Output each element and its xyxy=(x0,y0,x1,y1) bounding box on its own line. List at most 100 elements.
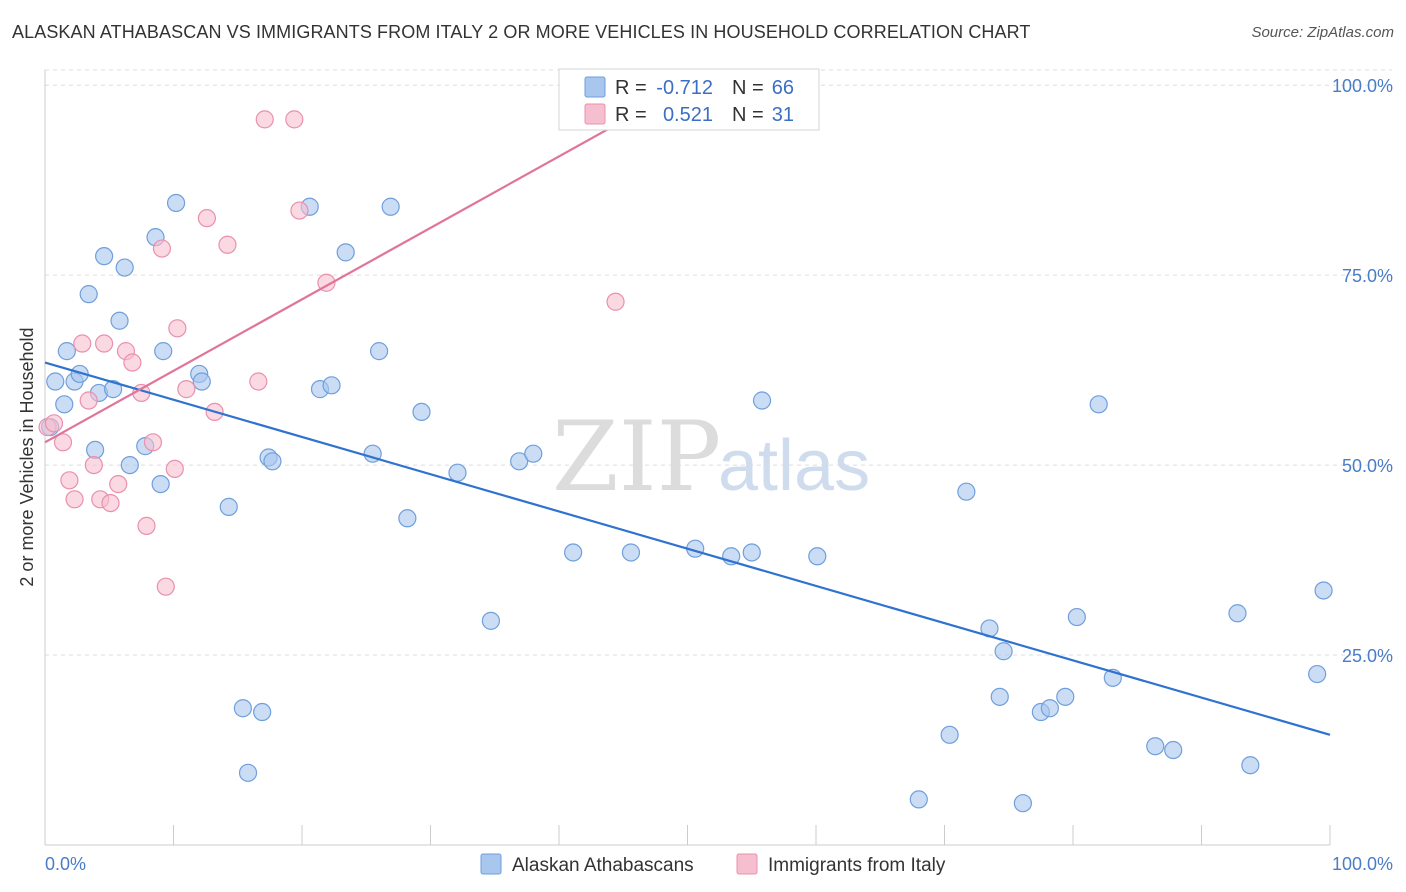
point-athabascan-42 xyxy=(808,547,827,566)
point-athabascan-30 xyxy=(336,243,355,262)
point-athabascan-10 xyxy=(104,380,123,399)
bottom-legend-swatch-italy xyxy=(736,853,758,875)
point-athabascan-41 xyxy=(752,391,772,410)
grid-layer xyxy=(45,69,1392,656)
point-athabascan-3 xyxy=(57,342,76,361)
legend-bottom: Alaskan Athabascans Immigrants from Ital… xyxy=(480,853,946,876)
chart-title: ALASKAN ATHABASCAN VS IMMIGRANTS FROM IT… xyxy=(12,22,1031,42)
point-italy-4 xyxy=(65,490,84,509)
point-athabascan-13 xyxy=(120,455,139,475)
legend-swatch-italy xyxy=(584,103,606,125)
point-athabascan-23 xyxy=(238,763,258,782)
point-athabascan-35 xyxy=(412,402,431,422)
points-layer xyxy=(38,110,1333,813)
point-italy-25 xyxy=(249,372,268,391)
point-athabascan-45 xyxy=(957,482,976,501)
point-athabascan-9 xyxy=(95,247,114,266)
point-athabascan-21 xyxy=(219,497,238,516)
point-italy-27 xyxy=(285,110,304,129)
point-italy-24 xyxy=(218,235,237,254)
point-athabascan-48 xyxy=(994,642,1013,661)
point-italy-21 xyxy=(177,380,196,399)
point-athabascan-17 xyxy=(154,342,173,361)
point-athabascan-58 xyxy=(1228,604,1247,623)
point-italy-7 xyxy=(84,455,103,475)
point-athabascan-59 xyxy=(1241,756,1260,775)
legend-top: R = -0.712 N = 66 R = 0.521 N = 31 xyxy=(558,68,820,131)
point-athabascan-11 xyxy=(110,311,129,330)
point-italy-10 xyxy=(101,493,120,513)
point-italy-11 xyxy=(109,474,128,494)
point-italy-20 xyxy=(168,319,187,338)
point-athabascan-2 xyxy=(55,395,74,414)
point-italy-19 xyxy=(165,459,184,478)
x-tick-label-0: 0.0% xyxy=(45,854,86,874)
point-italy-3 xyxy=(60,471,79,490)
bottom-legend-label-italy: Immigrants from Italy xyxy=(768,855,946,876)
point-athabascan-16 xyxy=(151,474,170,494)
legend-n-value-1: 66 xyxy=(772,77,794,99)
point-athabascan-1 xyxy=(46,372,65,391)
y-axis-title: 2 or more Vehicles in Household xyxy=(17,327,37,586)
trend-line-italy xyxy=(44,80,695,444)
legend-swatch-athabascans xyxy=(584,76,606,98)
point-italy-15 xyxy=(137,516,156,535)
legend-n-label-1: N = xyxy=(732,77,764,99)
y-tick-label-1: 50.0% xyxy=(1342,456,1393,476)
point-italy-22 xyxy=(197,209,217,228)
point-athabascan-18 xyxy=(166,193,186,213)
point-italy-28 xyxy=(290,201,309,220)
point-athabascan-60 xyxy=(1308,664,1327,684)
trend-line-athabascan xyxy=(44,361,1331,736)
point-italy-16 xyxy=(143,433,163,452)
point-athabascan-38 xyxy=(510,452,529,471)
point-italy-6 xyxy=(79,391,98,410)
point-athabascan-52 xyxy=(1056,687,1075,706)
point-italy-2 xyxy=(53,433,73,452)
point-athabascan-43 xyxy=(909,790,928,809)
point-athabascan-12 xyxy=(115,258,134,277)
watermark-zip: ZIP xyxy=(552,401,721,513)
point-italy-18 xyxy=(156,577,175,596)
ticks-layer: 25.0% 50.0% 75.0% 100.0% 0.0% 100.0% xyxy=(44,76,1393,874)
point-athabascan-34 xyxy=(398,509,417,528)
point-italy-9 xyxy=(95,334,114,353)
point-athabascan-47 xyxy=(990,687,1009,706)
bottom-legend-label-athabascans: Alaskan Athabascans xyxy=(512,855,694,876)
point-athabascan-20 xyxy=(192,372,211,391)
y-tick-label-3: 100.0% xyxy=(1332,76,1393,96)
point-athabascan-36 xyxy=(448,463,467,482)
point-athabascan-26 xyxy=(263,452,282,471)
point-athabascan-62 xyxy=(621,543,641,562)
point-athabascan-51 xyxy=(1040,699,1059,718)
point-athabascan-32 xyxy=(370,342,389,361)
point-athabascan-57 xyxy=(1164,740,1183,760)
point-athabascan-53 xyxy=(1067,607,1086,627)
trend-layer xyxy=(44,80,1331,736)
point-athabascan-39 xyxy=(524,444,543,463)
point-athabascan-37 xyxy=(481,611,500,630)
x-tick-label-1: 100.0% xyxy=(1332,854,1393,874)
legend-r-label-2: R = xyxy=(615,104,647,126)
y-tick-label-0: 25.0% xyxy=(1342,646,1393,666)
legend-n-value-2: 31 xyxy=(772,104,794,126)
point-athabascan-24 xyxy=(253,702,272,722)
point-athabascan-49 xyxy=(1013,794,1032,813)
point-athabascan-40 xyxy=(564,543,583,562)
bottom-legend-swatch-athabascans xyxy=(480,853,502,875)
point-athabascan-65 xyxy=(742,543,761,562)
point-athabascan-6 xyxy=(79,285,98,304)
point-athabascan-61 xyxy=(1314,581,1333,600)
point-athabascan-44 xyxy=(940,725,959,744)
point-italy-1 xyxy=(44,414,64,433)
point-athabascan-7 xyxy=(86,440,105,460)
point-athabascan-33 xyxy=(381,197,400,216)
point-italy-5 xyxy=(73,334,92,353)
watermark: ZIP atlas xyxy=(552,401,870,513)
point-athabascan-22 xyxy=(233,699,252,718)
point-italy-26 xyxy=(255,110,274,129)
point-athabascan-56 xyxy=(1146,737,1165,756)
legend-r-label-1: R = xyxy=(615,77,647,99)
watermark-atlas: atlas xyxy=(718,426,870,506)
